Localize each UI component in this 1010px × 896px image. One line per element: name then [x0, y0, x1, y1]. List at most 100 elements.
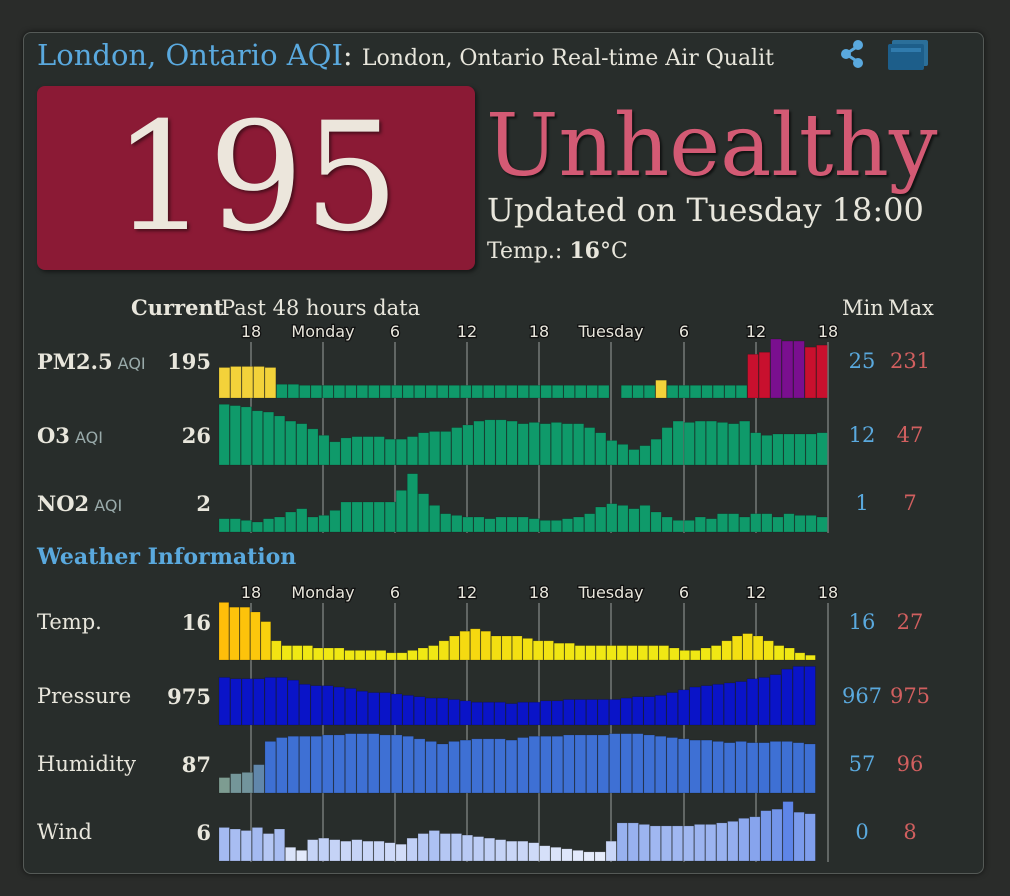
- chart-bar: [390, 693, 403, 726]
- weather-pressure-current-value: 975: [167, 684, 211, 709]
- chart-bar: [639, 445, 651, 466]
- chart-bar: [302, 645, 313, 661]
- widget-icon[interactable]: [888, 38, 930, 70]
- chart-bar: [322, 685, 334, 726]
- chart-bar: [689, 686, 701, 726]
- time-tick-label: 6: [679, 322, 689, 341]
- chart-bar: [728, 513, 740, 533]
- chart-bar: [784, 647, 795, 661]
- chart-bar: [781, 741, 793, 794]
- chart-bar: [727, 821, 739, 862]
- chart-bar: [586, 699, 598, 726]
- weather-humidity-label[interactable]: Humidity: [37, 752, 136, 776]
- chart-bar: [761, 513, 773, 533]
- chart-bar: [362, 501, 374, 533]
- chart-bar: [285, 511, 297, 533]
- weather-temp-current-value: 16: [181, 610, 211, 635]
- chart-bar: [712, 741, 724, 794]
- chart-bar: [473, 516, 485, 533]
- chart-bar: [505, 703, 518, 726]
- chart-bar: [739, 516, 751, 533]
- chart-bar: [251, 521, 263, 533]
- chart-bar: [482, 738, 495, 794]
- chart-bar: [683, 422, 695, 466]
- chart-bar: [561, 848, 573, 862]
- no2-label[interactable]: NO2 AQI: [37, 491, 122, 516]
- chart-bar: [517, 516, 529, 533]
- chart-bar: [373, 501, 385, 533]
- chart-bar: [650, 511, 662, 533]
- o3-label[interactable]: O3 AQI: [37, 423, 103, 448]
- chart-bar: [322, 384, 334, 399]
- chart-bar: [375, 650, 387, 661]
- chart-bar: [620, 697, 633, 726]
- chart-bar: [606, 645, 617, 661]
- chart-bar: [595, 506, 607, 533]
- chart-bar: [700, 739, 713, 794]
- chart-bar: [429, 505, 441, 533]
- chart-bar: [783, 513, 795, 533]
- chart-bar: [367, 733, 380, 794]
- chart-bar: [367, 692, 380, 726]
- weather-humidity-max-value: 96: [896, 752, 924, 776]
- temp-label: Temp.:: [487, 239, 570, 264]
- time-tick-label: 18: [529, 583, 549, 602]
- chart-bar: [296, 850, 308, 862]
- chart-bar: [418, 493, 430, 533]
- pm25-label[interactable]: PM2.5 AQI: [37, 349, 146, 374]
- weather-temp-label[interactable]: Temp.: [37, 610, 102, 634]
- chart-bar: [783, 433, 795, 466]
- chart-bar: [731, 635, 743, 661]
- weather-wind-label[interactable]: Wind: [37, 820, 92, 844]
- o3-min-value: 12: [848, 423, 876, 447]
- chart-bar: [793, 340, 805, 399]
- chart-bar: [750, 513, 762, 533]
- chart-bar: [574, 384, 587, 399]
- chart-bar: [333, 734, 345, 794]
- chart-bar: [528, 422, 540, 466]
- chart-bar: [595, 432, 607, 466]
- chart-bar: [482, 384, 495, 399]
- chart-bar: [417, 833, 429, 862]
- chart-bar: [660, 825, 672, 862]
- aqi-value-box: [37, 86, 475, 270]
- share-icon[interactable]: [838, 38, 866, 70]
- chart-bar: [356, 384, 369, 399]
- chart-bar: [218, 602, 230, 661]
- chart-bar: [794, 652, 806, 661]
- chart-bar: [666, 384, 679, 399]
- o3-name: O3: [37, 423, 70, 448]
- city-link[interactable]: London, Ontario AQI: [37, 38, 343, 72]
- chart-bar: [448, 384, 460, 399]
- chart-bar: [517, 384, 529, 399]
- chart-bar: [517, 701, 529, 726]
- chart-bar: [586, 734, 598, 794]
- aqi-value: 195: [112, 91, 400, 265]
- chart-bar: [794, 515, 806, 533]
- no2-unit: AQI: [89, 496, 123, 515]
- time-tick-label: 18: [818, 583, 838, 602]
- weather-pressure-label[interactable]: Pressure: [37, 684, 131, 708]
- chart-bar: [505, 384, 518, 399]
- chart-bar: [340, 501, 352, 533]
- weather-wind-name: Wind: [37, 820, 92, 844]
- chart-bar: [333, 686, 345, 726]
- time-tick-label: 12: [746, 322, 766, 341]
- chart-bar: [694, 824, 706, 862]
- chart-bar: [705, 824, 717, 862]
- chart-bar: [632, 733, 644, 794]
- chart-bar: [273, 828, 286, 862]
- chart-bar: [362, 840, 374, 862]
- chart-bar: [654, 735, 667, 794]
- chart-bar: [701, 384, 713, 399]
- chart-bar: [251, 410, 263, 466]
- chart-bar: [462, 516, 474, 533]
- chart-bar: [440, 431, 452, 466]
- chart-bar: [758, 742, 770, 794]
- chart-bar: [522, 638, 533, 661]
- chart-bar: [373, 840, 385, 862]
- chart-bar: [712, 384, 725, 399]
- chart-bar: [459, 739, 472, 794]
- chart-bar: [661, 516, 673, 533]
- no2-max-value: 7: [903, 491, 917, 515]
